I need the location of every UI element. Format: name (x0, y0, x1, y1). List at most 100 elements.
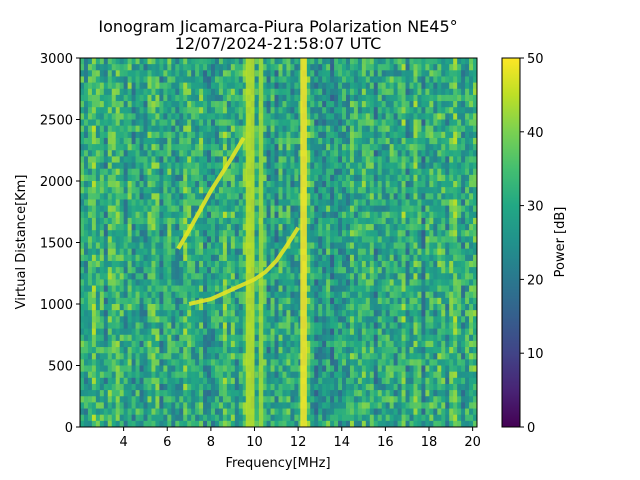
heatmap-cell (80, 353, 85, 360)
heatmap-cell (401, 224, 407, 231)
heatmap-cell (183, 248, 188, 256)
heatmap-cell (361, 162, 367, 170)
heatmap-cell (278, 402, 284, 410)
heatmap-cell (115, 64, 121, 71)
heatmap-cell (397, 420, 403, 427)
heatmap-cell (373, 125, 379, 133)
heatmap-cell (357, 174, 363, 182)
heatmap-cell (294, 82, 299, 90)
heatmap-cell (167, 340, 172, 348)
heatmap-cell (230, 224, 236, 231)
heatmap-cell (211, 119, 216, 127)
heatmap-cell (83, 64, 89, 71)
heatmap-cell (342, 224, 347, 231)
heatmap-cell (238, 260, 244, 268)
heatmap-cell (342, 137, 347, 145)
heatmap-cell (262, 58, 268, 65)
heatmap-cell (330, 82, 335, 90)
heatmap-cell (131, 119, 137, 127)
heatmap-cell (365, 304, 371, 311)
heatmap-cell (103, 131, 109, 139)
heatmap-cell (262, 168, 268, 176)
heatmap-cell (393, 125, 399, 133)
heatmap-cell (95, 217, 101, 225)
heatmap-cell (230, 248, 236, 256)
heatmap-cell (330, 144, 335, 151)
heatmap-cell (183, 254, 188, 262)
chart-subtitle: 12/07/2024-21:58:07 UTC (175, 34, 382, 53)
heatmap-cell (147, 144, 153, 151)
heatmap-cell (127, 88, 133, 96)
heatmap-cell (334, 113, 339, 121)
heatmap-cell (286, 396, 292, 403)
heatmap-cell (103, 322, 109, 330)
heatmap-cell (135, 64, 141, 71)
heatmap-cell (203, 88, 208, 96)
heatmap-cell (103, 347, 109, 354)
heatmap-cell (345, 267, 351, 274)
heatmap-cell (278, 377, 284, 385)
heatmap-cell (203, 156, 208, 164)
heatmap-cell (127, 420, 133, 427)
heatmap-cell (147, 377, 153, 385)
heatmap-cell (365, 58, 371, 65)
heatmap-cell (207, 137, 212, 145)
heatmap-cell (214, 187, 220, 194)
heatmap-cell (242, 211, 248, 219)
heatmap-cell (87, 383, 93, 391)
heatmap-cell (87, 230, 93, 237)
heatmap-cell (99, 390, 105, 397)
heatmap-cell (175, 383, 180, 391)
heatmap-cell (266, 347, 272, 354)
heatmap-cell (159, 291, 164, 299)
heatmap-cell (207, 144, 212, 151)
heatmap-cell (314, 316, 319, 324)
heatmap-cell (397, 131, 403, 139)
heatmap-cell (175, 137, 180, 145)
heatmap-cell (199, 248, 204, 256)
heatmap-cell (385, 273, 391, 280)
heatmap-cell (143, 150, 149, 157)
heatmap-cell (405, 297, 411, 305)
heatmap-cell (389, 94, 395, 102)
heatmap-cell (195, 254, 200, 262)
heatmap-cell (238, 119, 244, 127)
heatmap-cell (226, 340, 232, 348)
heatmap-cell (119, 125, 125, 133)
heatmap-cell (183, 297, 188, 305)
heatmap-cell (234, 187, 240, 194)
heatmap-cell (342, 101, 347, 108)
heatmap-cell (80, 402, 85, 410)
heatmap-cell (107, 420, 113, 427)
heatmap-cell (171, 279, 176, 287)
heatmap-cell (385, 193, 391, 201)
heatmap-cell (334, 291, 339, 299)
heatmap-cell (83, 420, 89, 427)
heatmap-cell (175, 279, 180, 287)
heatmap-cell (115, 297, 121, 305)
heatmap-cell (179, 322, 184, 330)
heatmap-cell (143, 328, 149, 336)
heatmap-cell (83, 187, 89, 194)
heatmap-cell (95, 285, 101, 293)
heatmap-cell (238, 131, 244, 139)
heatmap-cell (159, 328, 164, 336)
heatmap-cell (385, 377, 391, 385)
heatmap-cell (294, 211, 299, 219)
heatmap-cell (218, 316, 224, 324)
heatmap-cell (99, 150, 105, 157)
heatmap-cell (326, 365, 331, 373)
heatmap-cell (107, 211, 113, 219)
heatmap-cell (115, 383, 121, 391)
heatmap-cell (167, 377, 172, 385)
heatmap-cell (163, 273, 168, 280)
heatmap-cell (238, 70, 244, 78)
heatmap-cell (131, 125, 137, 133)
heatmap-cell (163, 205, 168, 213)
heatmap-cell (103, 205, 109, 213)
heatmap-cell (111, 144, 117, 151)
heatmap-cell (80, 168, 85, 176)
heatmap-cell (171, 144, 176, 151)
heatmap-cell (342, 359, 347, 367)
heatmap-cell (381, 168, 387, 176)
